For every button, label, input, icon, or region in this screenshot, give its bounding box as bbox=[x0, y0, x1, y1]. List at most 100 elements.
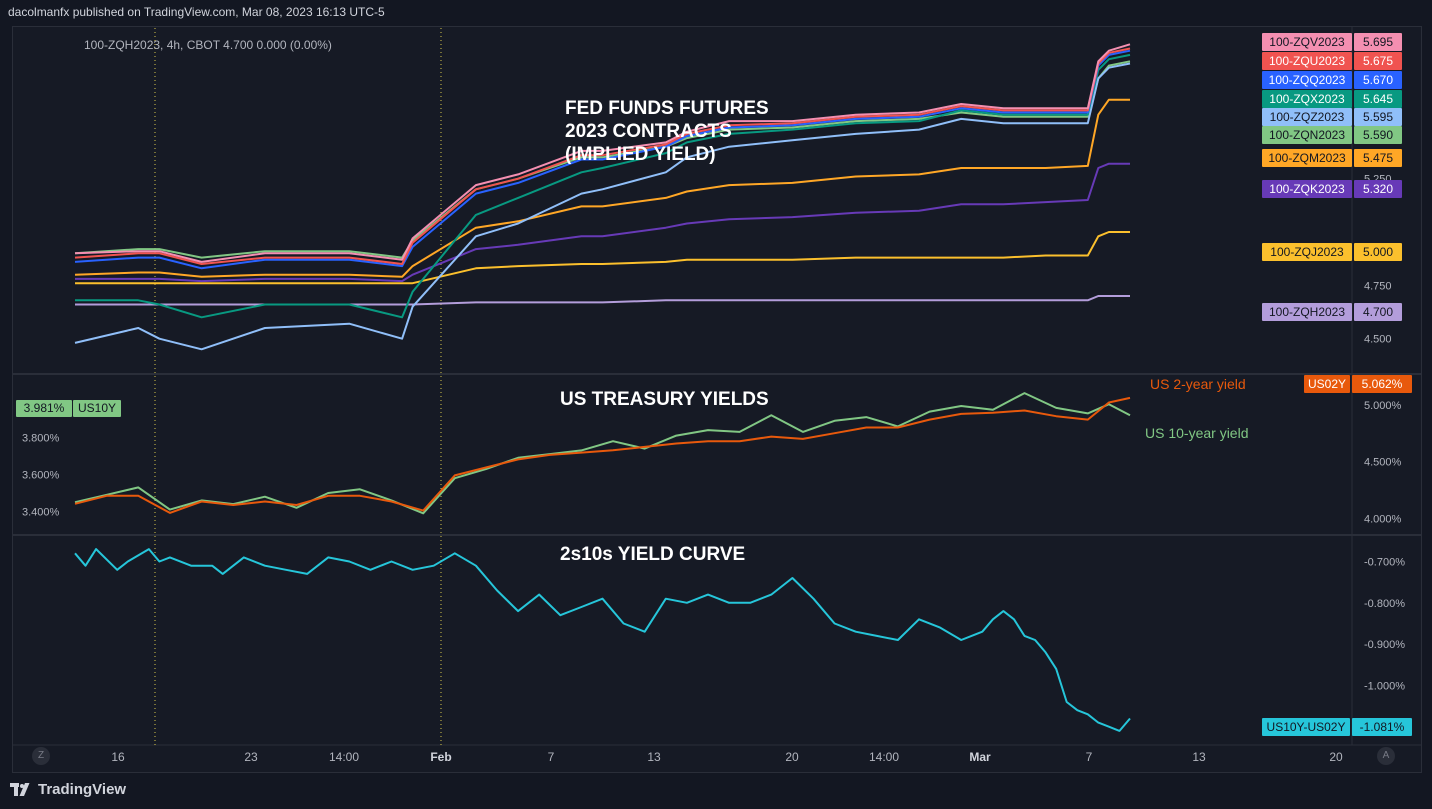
time-axis-label: 23 bbox=[244, 750, 258, 764]
price-label-100-zqn2023-bg bbox=[1354, 126, 1402, 144]
price-label-100-zqm2023-bg bbox=[1354, 149, 1402, 167]
curve-title: 2s10s YIELD CURVE bbox=[560, 544, 745, 565]
series-tag-100-zqh2023: 100-ZQH2023 bbox=[1262, 303, 1352, 321]
time-axis-label: 7 bbox=[1086, 750, 1093, 764]
time-axis-label: Feb bbox=[430, 750, 451, 764]
price-label-100-zqu2023: 5.675 bbox=[1354, 52, 1402, 70]
series-line-us10y[interactable] bbox=[74, 392, 1131, 515]
series-tag-100-zqq2023-bg bbox=[1262, 71, 1352, 89]
price-label-100-zqj2023-bg bbox=[1354, 243, 1402, 261]
price-label-100-zqh2023-bg bbox=[1354, 303, 1402, 321]
curve-pane: -0.700% -0.800% -0.900% -1.000% US10Y-US02Y -… bbox=[74, 548, 1412, 736]
series-line-100-zqu2023[interactable] bbox=[74, 47, 1131, 265]
price-label-100-zqu2023-text: 5.675 bbox=[1363, 54, 1393, 68]
price-label-100-zqz2023: 5.595 bbox=[1354, 108, 1402, 126]
time-axis-label: Mar bbox=[969, 750, 991, 764]
series-tag-100-zqk2023-bg bbox=[1262, 180, 1352, 198]
series-line-us10y-us02y[interactable] bbox=[74, 548, 1131, 732]
price-label-100-zqz2023-bg bbox=[1354, 108, 1402, 126]
us02y-name-tag-bg bbox=[1304, 375, 1350, 393]
price-label-100-zqm2023: 5.475 bbox=[1354, 149, 1402, 167]
time-axis-label: 13 bbox=[647, 750, 661, 764]
auto-scale-button[interactable]: A bbox=[1377, 747, 1395, 765]
series-line-100-zqx2023[interactable] bbox=[75, 53, 1131, 319]
series-tag-100-zqu2023-bg bbox=[1262, 52, 1352, 70]
series-line-100-zqv2023[interactable] bbox=[74, 43, 1131, 263]
price-label-100-zqq2023-text: 5.670 bbox=[1363, 73, 1393, 87]
time-axis-label: 14:00 bbox=[869, 750, 899, 764]
series-tag-100-zqj2023-bg bbox=[1262, 243, 1352, 261]
price-label-100-zqu2023-bg bbox=[1354, 52, 1402, 70]
curve-y-tick: -0.800% bbox=[1364, 598, 1405, 610]
price-label-100-zqx2023: 5.645 bbox=[1354, 90, 1402, 108]
price-label-100-zqn2023: 5.590 bbox=[1354, 126, 1402, 144]
series-line-100-zqq2023[interactable] bbox=[74, 49, 1131, 270]
treasury-pane: 3.800% 3.600% 3.400% 5.000% 4.500% 4.000% 3.98… bbox=[16, 375, 1412, 526]
series-tag-100-zqx2023-bg bbox=[1262, 90, 1352, 108]
us02y-axis-tick: 4.500% bbox=[1364, 457, 1402, 469]
price-label-100-zqz2023-text: 5.595 bbox=[1363, 110, 1393, 124]
fed-y-tick: 4.500 bbox=[1364, 334, 1392, 346]
series-tag-100-zqm2023-bg bbox=[1262, 149, 1352, 167]
brand-label: TradingView bbox=[38, 781, 127, 798]
series-line-100-zqh2023[interactable] bbox=[75, 295, 1130, 306]
price-label-100-zqh2023: 4.700 bbox=[1354, 303, 1402, 321]
goto-z-button[interactable]: Z bbox=[32, 747, 50, 765]
price-label-100-zqk2023-bg bbox=[1354, 180, 1402, 198]
us10y-price-label: 3.981% bbox=[16, 400, 72, 417]
curve-name-tag: US10Y-US02Y bbox=[1262, 718, 1350, 736]
us02y-price-label-text: 5.062% bbox=[1362, 377, 1403, 391]
series-tag-100-zqu2023-text: 100-ZQU2023 bbox=[1269, 54, 1345, 68]
series-line-100-zqk2023[interactable] bbox=[75, 162, 1130, 283]
curve-y-tick: -0.900% bbox=[1364, 639, 1405, 651]
time-axis[interactable]: 16 23 14:00 Feb 7 13 20 14:00 Mar 7 13 20 bbox=[111, 750, 1343, 764]
series-tag-100-zqx2023: 100-ZQX2023 bbox=[1262, 90, 1352, 108]
price-label-100-zqj2023-text: 5.000 bbox=[1363, 245, 1393, 259]
us10y-annotation: US 10-year yield bbox=[1145, 425, 1249, 441]
time-axis-label: 7 bbox=[548, 750, 555, 764]
curve-y-tick: -0.700% bbox=[1364, 557, 1405, 569]
us02y-price-label: 5.062% bbox=[1352, 375, 1412, 393]
price-label-100-zqv2023-text: 5.695 bbox=[1363, 35, 1393, 49]
price-label-100-zqq2023: 5.670 bbox=[1354, 71, 1402, 89]
us02y-name-tag: US02Y bbox=[1304, 375, 1350, 393]
price-label-100-zqm2023-text: 5.475 bbox=[1363, 151, 1393, 165]
fed-funds-title-line1: FED FUNDS FUTURES bbox=[565, 98, 769, 119]
series-tag-100-zqv2023-text: 100-ZQV2023 bbox=[1269, 35, 1345, 49]
time-axis-label: 20 bbox=[785, 750, 799, 764]
series-tag-100-zqv2023-bg bbox=[1262, 33, 1352, 51]
series-tag-100-zqq2023-text: 100-ZQQ2023 bbox=[1269, 73, 1346, 87]
series-line-100-zqm2023[interactable] bbox=[74, 98, 1130, 278]
series-tag-100-zqv2023: 100-ZQV2023 bbox=[1262, 33, 1352, 51]
fed-funds-title-line2: 2023 CONTRACTS bbox=[565, 121, 732, 142]
us10y-axis-tick: 3.600% bbox=[22, 470, 60, 482]
series-line-100-zqj2023[interactable] bbox=[75, 231, 1130, 285]
series-tag-100-zqn2023-text: 100-ZQN2023 bbox=[1269, 128, 1345, 142]
us10y-price-label-bg bbox=[16, 400, 72, 417]
series-tag-100-zqj2023: 100-ZQJ2023 bbox=[1262, 243, 1352, 261]
price-label-100-zqv2023-bg bbox=[1354, 33, 1402, 51]
price-label-100-zqk2023-text: 5.320 bbox=[1363, 182, 1393, 196]
curve-name-tag-bg bbox=[1262, 718, 1350, 736]
us02y-axis-tick: 5.000% bbox=[1364, 400, 1402, 412]
us2y-annotation: US 2-year yield bbox=[1150, 376, 1246, 392]
series-tag-100-zqj2023-text: 100-ZQJ2023 bbox=[1270, 245, 1344, 259]
us10y-name-tag: US10Y bbox=[73, 400, 121, 417]
series-line-100-zqz2023[interactable] bbox=[74, 62, 1131, 351]
symbol-legend[interactable]: 100-ZQH2023, 4h, CBOT 4.700 0.000 (0.00%… bbox=[84, 38, 332, 52]
series-tag-100-zqk2023: 100-ZQK2023 bbox=[1262, 180, 1352, 198]
tradingview-logo[interactable]: TradingView bbox=[10, 781, 126, 798]
us02y-name-tag-text: US02Y bbox=[1308, 377, 1346, 391]
price-label-100-zqx2023-bg bbox=[1354, 90, 1402, 108]
price-label-100-zqx2023-text: 5.645 bbox=[1363, 92, 1393, 106]
series-line-us02y[interactable] bbox=[74, 396, 1131, 514]
chart-area[interactable] bbox=[12, 26, 1422, 773]
series-tag-100-zqn2023: 100-ZQN2023 bbox=[1262, 126, 1352, 144]
us10y-axis-tick: 3.800% bbox=[22, 433, 60, 445]
price-label-100-zqh2023-text: 4.700 bbox=[1363, 305, 1393, 319]
price-label-100-zqn2023-text: 5.590 bbox=[1363, 128, 1393, 142]
series-tag-100-zqz2023-text: 100-ZQZ2023 bbox=[1270, 110, 1345, 124]
curve-price-label-text: -1.081% bbox=[1360, 720, 1405, 734]
